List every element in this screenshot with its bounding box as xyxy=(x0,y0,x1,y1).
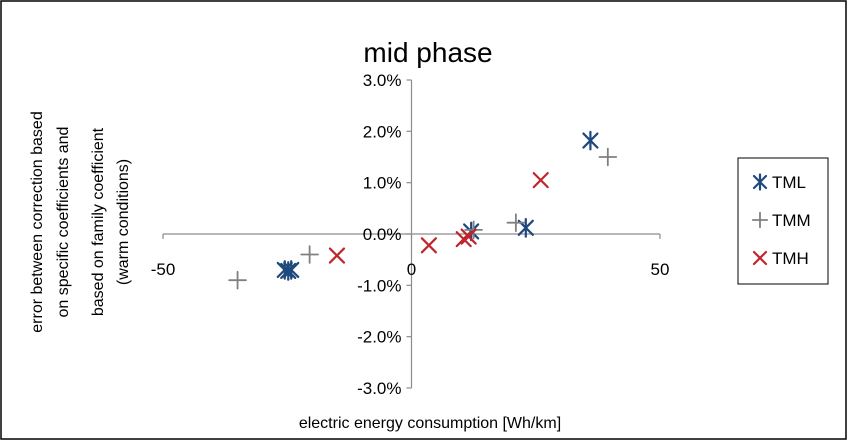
y-tick-label: 2.0% xyxy=(363,122,402,141)
legend: TML TMM TMH xyxy=(737,157,829,285)
data-point-tmh xyxy=(328,247,346,264)
data-points xyxy=(228,130,618,290)
legend-marker-tmh xyxy=(752,250,768,266)
y-tick-label: -3.0% xyxy=(357,379,401,398)
data-point-tml xyxy=(280,261,297,281)
data-point-tmh xyxy=(420,237,437,254)
axes xyxy=(162,79,661,389)
legend-items: TML TMM TMH xyxy=(751,173,811,268)
data-point-tmh xyxy=(532,172,549,189)
data-point-tmh xyxy=(455,231,472,248)
y-axis-label-line-1: error between correction based xyxy=(29,111,46,332)
data-point-tml xyxy=(582,130,599,151)
x-axis-label: electric energy consumption [Wh/km] xyxy=(299,415,561,432)
data-point-tmm xyxy=(300,245,319,264)
legend-box xyxy=(737,157,829,285)
y-axis-label-line-3: based on family coefficient xyxy=(90,127,107,316)
y-tick-label: 1.0% xyxy=(363,174,402,193)
data-point-tmm xyxy=(228,270,247,290)
data-point-tml xyxy=(283,260,300,280)
y-axis-label-line-2: on specific coefficients and xyxy=(55,127,72,318)
data-point-tmh xyxy=(460,228,477,245)
legend-label-tmm: TMM xyxy=(772,211,811,230)
x-tick-label: -50 xyxy=(151,260,176,279)
x-tick-label: 50 xyxy=(651,260,670,279)
chart-title: mid phase xyxy=(363,37,492,68)
data-point-tmm xyxy=(506,213,526,233)
legend-label-tmh: TMH xyxy=(772,249,809,268)
y-axis-label: error between correction based on specif… xyxy=(29,111,132,332)
series-tmh xyxy=(328,172,549,264)
y-tick-label: 3.0% xyxy=(363,71,402,90)
y-tick-label: -2.0% xyxy=(357,328,401,347)
y-tick-label: -1.0% xyxy=(357,276,401,295)
data-point-tmm xyxy=(598,147,618,167)
y-tick-labels: 3.0% 2.0% 1.0% 0.0% -1.0% -2.0% -3.0% xyxy=(357,71,401,398)
legend-marker-tml xyxy=(752,173,768,191)
x-tick-labels: -50 0 50 xyxy=(151,260,670,279)
x-tick-label: 0 xyxy=(407,260,416,279)
series-tmm xyxy=(228,147,618,290)
legend-label-tml: TML xyxy=(772,173,806,192)
data-point-tmm xyxy=(464,220,483,240)
y-tick-label: 0.0% xyxy=(363,225,402,244)
legend-marker-tmm xyxy=(751,211,769,229)
y-axis-label-line-4: (warm conditions) xyxy=(115,159,132,285)
